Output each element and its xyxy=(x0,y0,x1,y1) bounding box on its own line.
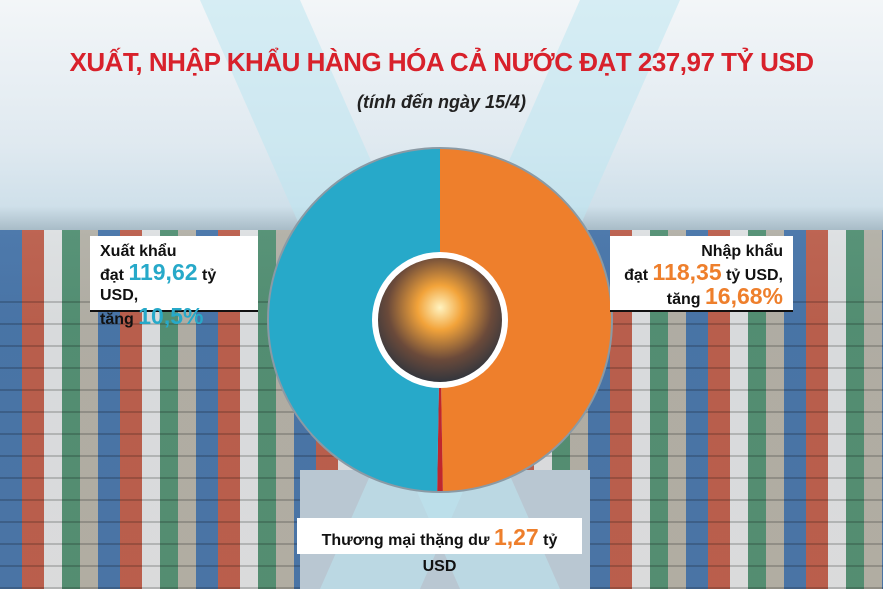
import-growth-prefix: tăng xyxy=(666,291,701,308)
donut-slice-2 xyxy=(267,148,440,492)
surplus-callout: Thương mại thặng dư 1,27 tỷ USD xyxy=(297,518,582,575)
import-label: Nhập khẩu xyxy=(701,243,783,260)
import-unit: tỷ USD, xyxy=(726,267,783,284)
surplus-value: 1,27 xyxy=(493,524,539,550)
export-unit: tỷ USD, xyxy=(100,267,217,304)
import-callout: Nhập khẩu đạt 118,35 tỷ USD, tăng 16,68% xyxy=(610,236,793,312)
import-growth: 16,68% xyxy=(704,283,783,309)
surplus-unit: tỷ USD xyxy=(422,532,558,575)
surplus-label: Thương mại thặng dư xyxy=(321,532,490,549)
donut-outline xyxy=(267,147,613,493)
donut-slice-1 xyxy=(437,320,443,493)
page-subtitle: (tính đến ngày 15/4) xyxy=(356,92,527,112)
export-growth-prefix: tăng xyxy=(100,311,134,328)
export-label: Xuất khẩu xyxy=(100,243,177,260)
export-prefix: đạt xyxy=(100,267,124,284)
page-title: XUẤT, NHẬP KHẨU HÀNG HÓA CẢ NƯỚC ĐẠT 237… xyxy=(69,47,814,77)
export-callout: Xuất khẩu đạt 119,62 tỷ USD, tăng 10,5% xyxy=(90,236,258,328)
logistics-photo xyxy=(378,258,502,382)
import-value: 118,35 xyxy=(652,259,722,285)
import-prefix: đạt xyxy=(624,267,649,284)
export-value: 119,62 xyxy=(128,259,198,285)
export-growth: 10,5% xyxy=(138,303,204,329)
donut-slice-0 xyxy=(440,148,613,492)
